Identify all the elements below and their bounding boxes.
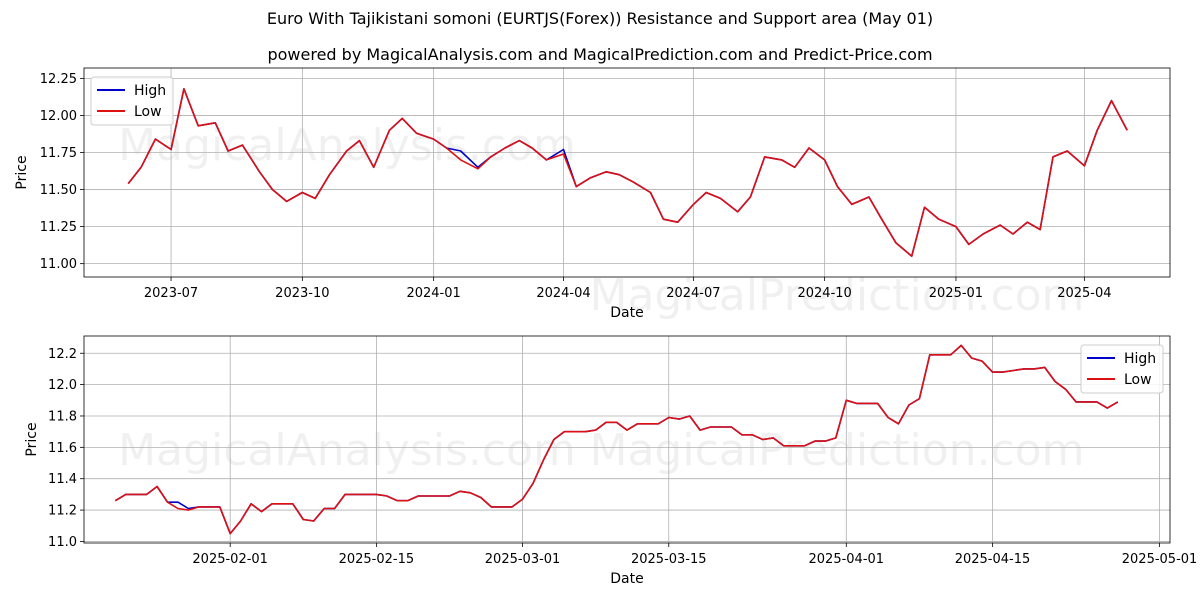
chart-subtitle: powered by MagicalAnalysis.com and Magic… <box>267 45 933 64</box>
chart-panel-2: MagicalAnalysis.com MagicalPrediction.com… <box>24 335 1198 587</box>
legend-label-high: High <box>1124 351 1156 367</box>
y-tick-label: 12.2 <box>48 347 77 362</box>
x-tick-label: 2024-04 <box>536 286 590 301</box>
legend-label-high: High <box>134 83 166 99</box>
plot-frame <box>83 335 1171 544</box>
x-tick-label: 2025-01 <box>929 286 983 301</box>
y-axis-label: Price <box>14 155 30 189</box>
y-tick-label: 11.50 <box>40 183 77 198</box>
chart-panel-1: MagicalAnalysis.com MagicalPrediction.com… <box>14 67 1171 321</box>
y-tick-label: 11.6 <box>48 441 77 456</box>
y-tick-label: 12.00 <box>40 109 77 124</box>
x-axis-label: Date <box>610 305 643 321</box>
y-tick-label: 12.25 <box>40 72 77 87</box>
series-line-low <box>127 88 1128 257</box>
y-tick-label: 11.75 <box>40 146 77 161</box>
x-tick-label: 2025-03-01 <box>485 552 561 567</box>
watermark-text: MagicalPrediction.com <box>590 270 1085 321</box>
x-tick-label: 2023-10 <box>275 286 329 301</box>
series-line-low <box>114 344 1119 535</box>
y-tick-label: 12.0 <box>48 378 77 393</box>
chart-title: Euro With Tajikistani somoni (EURTJS(For… <box>266 9 934 28</box>
x-tick-label: 2025-03-15 <box>631 552 707 567</box>
y-axis-label: Price <box>24 422 40 456</box>
y-tick-label: 11.8 <box>48 409 77 424</box>
x-tick-label: 2025-02-15 <box>339 552 415 567</box>
y-tick-label: 11.4 <box>48 472 77 487</box>
x-axis-label: Date <box>610 571 643 587</box>
x-tick-label: 2025-05-01 <box>1122 552 1198 567</box>
x-tick-label: 2023-07 <box>144 286 198 301</box>
legend-label-low: Low <box>134 104 162 120</box>
x-tick-label: 2024-07 <box>666 286 720 301</box>
watermark-text: MagicalAnalysis.com <box>118 425 576 476</box>
x-tick-label: 2025-04-15 <box>955 552 1031 567</box>
y-tick-label: 11.25 <box>40 220 77 235</box>
y-tick-label: 11.2 <box>48 504 77 519</box>
x-tick-label: 2025-04-01 <box>809 552 885 567</box>
x-tick-label: 2025-02-01 <box>192 552 268 567</box>
y-tick-label: 11.00 <box>40 257 77 272</box>
plot-frame <box>83 67 1171 278</box>
x-tick-label: 2024-01 <box>406 286 460 301</box>
watermark-text: MagicalAnalysis.com <box>118 120 576 171</box>
legend-label-low: Low <box>1124 372 1152 388</box>
x-tick-label: 2024-10 <box>797 286 851 301</box>
series-line-high <box>127 88 1128 257</box>
x-tick-label: 2025-04 <box>1057 286 1111 301</box>
y-tick-label: 11.0 <box>48 535 77 550</box>
